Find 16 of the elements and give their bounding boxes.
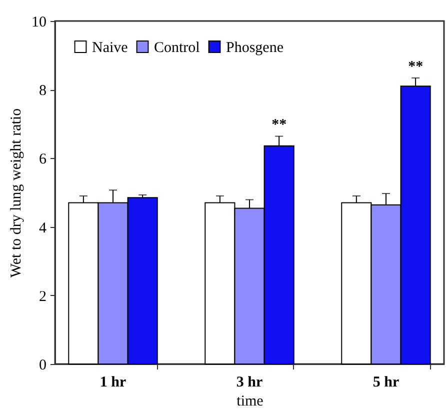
y-axis-title: Wet to dry lung weight ratio — [8, 108, 24, 278]
legend-label: Control — [154, 40, 200, 56]
data-label: ** — [272, 117, 287, 134]
legend-label: Phosgene — [226, 40, 284, 56]
y-tick-label: 0 — [39, 358, 46, 374]
y-tick-label: 10 — [32, 14, 46, 30]
y-tick-label: 2 — [39, 288, 46, 305]
data-label: ** — [408, 58, 424, 75]
x-tick-label: 5 hr — [372, 374, 400, 390]
x-tick-label: 1 hr — [100, 374, 126, 390]
x-tick-label: 3 hr — [236, 374, 263, 390]
legend-label: Naive — [92, 40, 128, 56]
y-tick-label: 8 — [39, 83, 46, 100]
y-tick-label: 4 — [39, 220, 47, 236]
y-tick-label: 6 — [39, 152, 47, 168]
x-axis-title: time — [236, 394, 264, 410]
